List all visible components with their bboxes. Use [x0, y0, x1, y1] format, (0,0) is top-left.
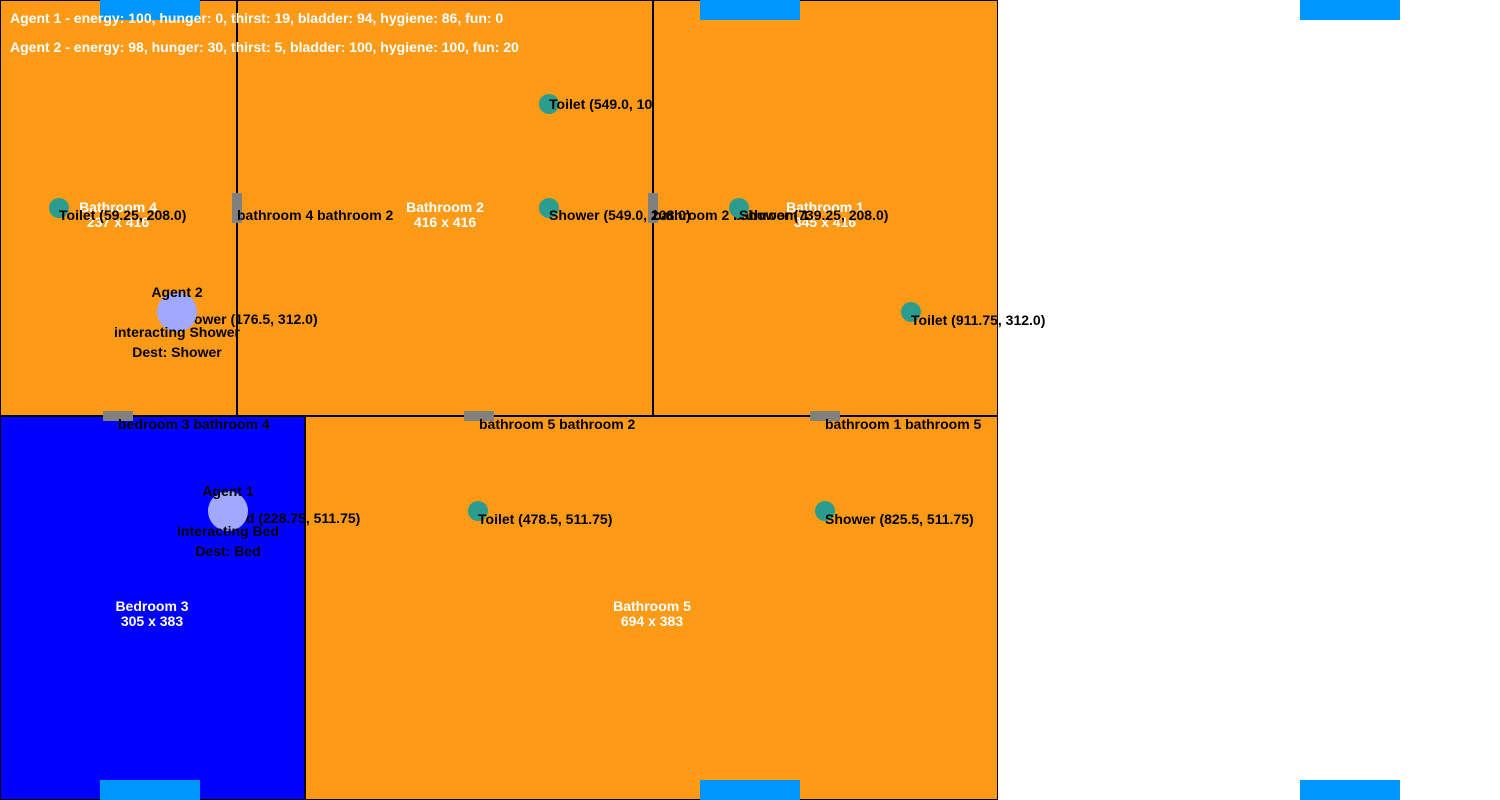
door-bedroom3-bathroom4[interactable] — [103, 411, 133, 421]
room-bathroom-2 — [237, 0, 653, 416]
room-label-bathroom-4: Bathroom 4 237 x 416 — [38, 200, 198, 230]
object-label: Shower (825.5, 511.75) — [825, 511, 974, 527]
room-name: Bathroom 2 — [406, 199, 484, 215]
object-label: Toilet (911.75, 312.0) — [911, 312, 1046, 328]
shower-icon[interactable] — [539, 198, 559, 218]
agent-2-name: Agent 2 — [151, 284, 203, 300]
window-bottom-1 — [100, 780, 200, 800]
door-label: bathroom 5 bathroom 2 — [479, 416, 636, 432]
toilet-icon[interactable] — [49, 198, 69, 218]
agent-2-status: interacting Shower — [113, 324, 241, 340]
agent-1-dest: Dest: Bed — [195, 543, 261, 559]
room-name: Bedroom 3 — [115, 598, 189, 614]
object-label: Shower (176.5, 312.0) — [176, 311, 318, 327]
window-bottom-3 — [1300, 780, 1400, 800]
toilet-icon[interactable] — [468, 501, 488, 521]
room-label-bathroom-2: Bathroom 2 416 x 416 — [365, 200, 525, 230]
room-bathroom-5 — [305, 416, 998, 800]
room-bedroom-3 — [0, 416, 305, 800]
object-label: Shower (549.0, 208.0) — [549, 207, 691, 223]
door-label: bedroom 3 bathroom 4 — [118, 416, 270, 432]
room-name: Bathroom 1 — [786, 199, 864, 215]
room-name: Bathroom 5 — [613, 598, 691, 614]
toilet-icon[interactable] — [901, 302, 921, 322]
door-label: bathroom 1 bathroom 5 — [825, 416, 982, 432]
object-label: Toilet (478.5, 511.75) — [478, 511, 613, 527]
agent-2-dest: Dest: Shower — [132, 344, 222, 360]
shower-icon[interactable] — [815, 501, 835, 521]
object-label: Toilet (59.25, 208.0) — [59, 207, 187, 223]
door-bathroom1-bathroom5[interactable] — [810, 411, 840, 421]
object-label: Shower (739.25, 208.0) — [739, 207, 889, 223]
door-bathroom5-bathroom2[interactable] — [464, 411, 494, 421]
room-size: 345 x 416 — [793, 214, 857, 230]
door-label: bathroom 4 bathroom 2 — [237, 207, 394, 223]
room-size: 694 x 383 — [620, 613, 684, 629]
window-bottom-2 — [700, 780, 800, 800]
door-bathroom4-bathroom2[interactable] — [232, 193, 242, 223]
agent-1-status: interacting Bed — [177, 523, 279, 539]
object-label: Bed (228.75, 511.75) — [228, 510, 361, 526]
agent-1-stats: Agent 1 - energy: 100, hunger: 0, thirst… — [10, 10, 504, 26]
object-label-clip: Toilet (549.0, 104.0) — [549, 96, 653, 116]
room-label-bathroom-5: Bathroom 5 694 x 383 — [572, 599, 732, 629]
door-bathroom2-bathroom1[interactable] — [648, 193, 658, 223]
window-top-3 — [1300, 0, 1400, 20]
room-size: 237 x 416 — [86, 214, 150, 230]
window-top-2 — [700, 0, 800, 20]
agent-1[interactable] — [208, 491, 248, 531]
agent-2-stats: Agent 2 - energy: 98, hunger: 30, thirst… — [10, 39, 519, 55]
agent-1-name: Agent 1 — [202, 483, 254, 499]
room-size: 305 x 383 — [120, 613, 184, 629]
room-bathroom-4 — [0, 0, 237, 416]
room-label-bedroom-3: Bedroom 3 305 x 383 — [72, 599, 232, 629]
toilet-icon[interactable] — [539, 94, 559, 114]
room-name: Bathroom 4 — [79, 199, 157, 215]
shower-icon[interactable] — [729, 198, 749, 218]
window-top-1 — [100, 0, 200, 20]
agent-2[interactable] — [157, 292, 197, 332]
room-size: 416 x 416 — [413, 214, 477, 230]
object-label: Toilet (549.0, 104.0) — [549, 96, 653, 112]
room-label-bathroom-1: Bathroom 1 345 x 416 — [745, 200, 905, 230]
